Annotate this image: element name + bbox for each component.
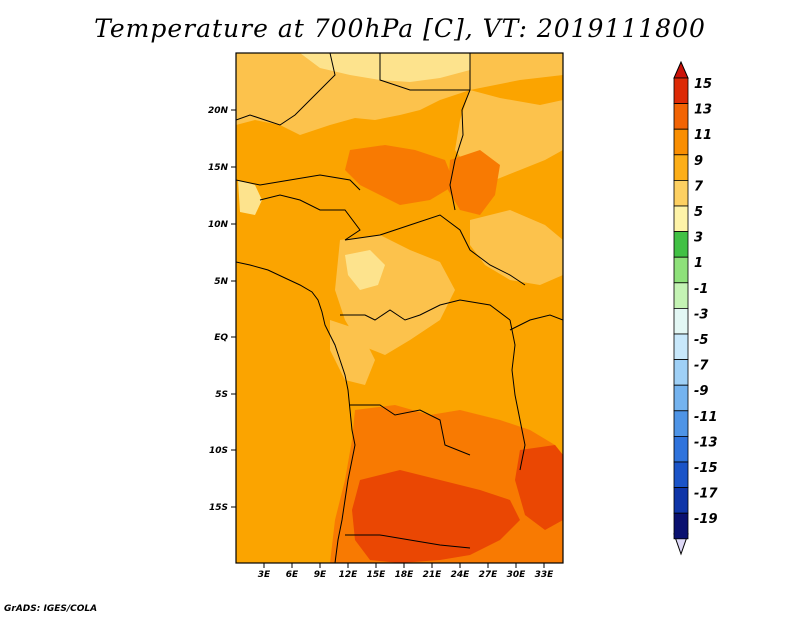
field-region-5-7-west	[238, 180, 262, 215]
colorbar-label: -9	[694, 384, 708, 399]
colorbar-cell	[673, 307, 689, 335]
colorbar-label: -7	[694, 359, 709, 374]
longitude-axis: 3E 6E 9E 12E 15E 18E 21E 24E 27E 30E 33E	[258, 563, 554, 580]
border-libya-egypt	[379, 53, 470, 91]
colorbar-label: -13	[694, 435, 718, 450]
colorbar-label: 1	[694, 256, 703, 271]
lat-label: 10S	[209, 446, 228, 456]
lat-label: 15S	[209, 503, 228, 513]
colorbar-label: 13	[694, 103, 712, 118]
colorbar-label: 7	[694, 179, 704, 194]
colorbar-cell	[673, 231, 689, 258]
lon-label: 6E	[286, 570, 299, 580]
colorbar-label: 9	[694, 154, 703, 169]
colorbar-cell	[673, 77, 689, 105]
field-region-13-15-south	[352, 470, 520, 563]
colorbar-label: -17	[694, 487, 718, 502]
colorbar-label: 11	[694, 128, 712, 143]
border-drc-angola	[350, 404, 471, 456]
colorbar-cell	[673, 256, 689, 284]
colorbar-label: -3	[694, 307, 708, 322]
map-frame	[235, 52, 564, 564]
colorbar-cell	[673, 103, 689, 130]
lon-label: 18E	[395, 570, 415, 580]
lat-label: 5S	[215, 390, 228, 400]
colorbar: 15 13 11 9 7 5 3 1 -1 -3 -5 -7 -9 -11 -13 -15 -17 -19	[673, 60, 718, 556]
border-cameroon-car	[344, 214, 526, 286]
colorbar-cell	[673, 435, 689, 463]
country-borders	[236, 53, 563, 563]
colorbar-label: -15	[694, 461, 718, 476]
colorbar-cell	[673, 179, 689, 207]
colorbar-cell	[673, 487, 689, 514]
colorbar-cell	[673, 205, 689, 233]
border-east-africa	[509, 314, 563, 331]
colorbar-label: -5	[694, 333, 708, 348]
colorbar-label: 3	[694, 231, 703, 246]
lon-label: 30E	[507, 570, 527, 580]
field-region-7-9-north	[236, 53, 563, 135]
field-region-7-9-congo	[330, 320, 375, 385]
field-region-11-13-chad	[345, 145, 455, 205]
lon-label: 12E	[339, 570, 359, 580]
lon-label: 9E	[314, 570, 327, 580]
border-angola-namibia	[345, 534, 471, 549]
credit-line: GrADS: IGES/COLA	[4, 604, 98, 614]
colorbar-cell	[673, 154, 689, 181]
lon-label: 15E	[367, 570, 387, 580]
field-region-11-13-sudan	[448, 150, 500, 215]
colorbar-label: 5	[694, 205, 703, 220]
africa-west-coastline	[236, 261, 356, 563]
lat-label: EQ	[214, 333, 228, 343]
colorbar-cell	[673, 359, 689, 386]
colorbar-label: -11	[694, 410, 718, 425]
border-nigeria	[259, 194, 361, 241]
colorbar-cell	[673, 512, 689, 540]
colorbar-top-arrow	[673, 60, 689, 79]
colorbar-cell	[673, 384, 689, 412]
lat-label: 20N	[208, 106, 229, 116]
border-niger-chad	[236, 53, 336, 126]
lon-label: 27E	[479, 570, 499, 580]
lon-label: 21E	[423, 570, 443, 580]
lat-label: 5N	[214, 277, 228, 287]
colorbar-cell	[673, 410, 689, 437]
colorbar-cell	[673, 282, 689, 309]
lat-label: 15N	[208, 163, 229, 173]
colorbar-cell	[673, 128, 689, 156]
colorbar-label: -19	[694, 512, 718, 527]
colorbar-cell	[673, 461, 689, 489]
lon-label: 3E	[258, 570, 271, 580]
lon-label: 24E	[451, 570, 471, 580]
field-region-5-7-north	[300, 53, 470, 82]
lon-label: 33E	[535, 570, 555, 580]
field-region-13-15-southeast	[515, 445, 563, 530]
border-congo-drc	[340, 299, 511, 321]
map-title: Temperature at 700hPa [C], VT: 201911180…	[94, 14, 706, 43]
colorbar-cell	[673, 333, 689, 361]
border-east-lakes	[509, 319, 526, 471]
colorbar-label: 15	[694, 77, 712, 92]
latitude-axis: 20N 15N 10N 5N EQ 5S 10S 15S	[208, 106, 236, 513]
border-sahel	[236, 174, 361, 191]
colorbar-label: -1	[694, 282, 708, 297]
lat-label: 10N	[208, 220, 229, 230]
temperature-field	[236, 53, 563, 563]
field-region-5-7-cameroon	[345, 250, 385, 290]
